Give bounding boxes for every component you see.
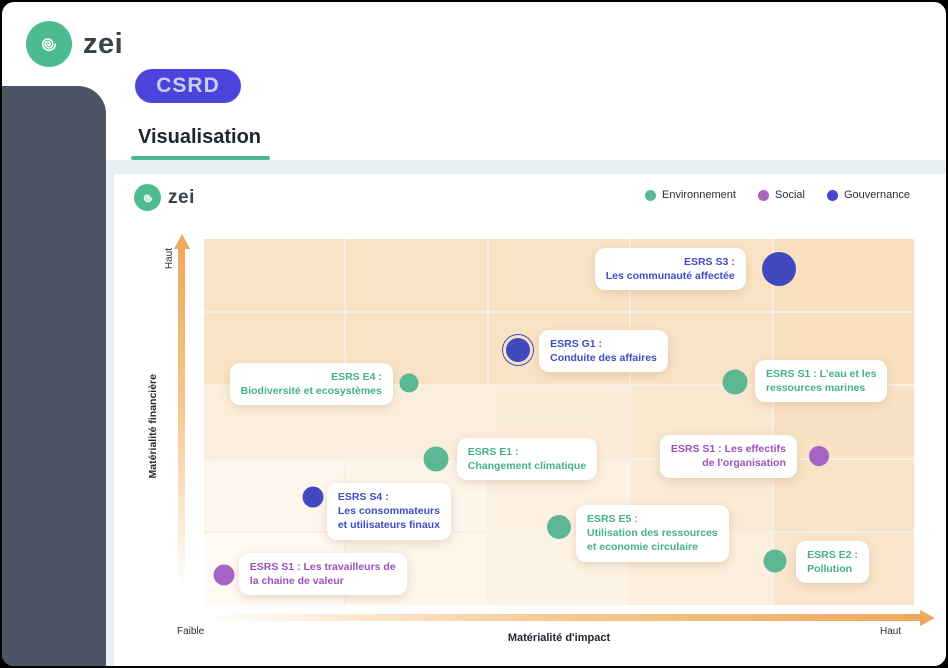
point-label-esrs-e5: ESRS E5 : Utilisation des ressources et … <box>576 505 729 562</box>
panel-left-gap <box>106 174 114 666</box>
point-label-esrs-s1-effectifs: ESRS S1 : Les effectifs de l'organisatio… <box>659 435 797 478</box>
y-axis-high-label: Haut <box>164 248 175 270</box>
grid-cell <box>773 239 914 311</box>
data-point-esrs-g1[interactable] <box>501 333 534 366</box>
csrd-badge-button[interactable]: CSRD <box>135 69 241 103</box>
data-point-esrs-s1-effectifs[interactable] <box>808 446 829 467</box>
point-label-esrs-s3: ESRS S3 : Les communauté affectée <box>594 248 746 291</box>
page-title[interactable]: Visualisation <box>138 126 262 148</box>
materiality-matrix-plot: ESRS S3 : Les communauté affectée ESRS G1… <box>204 239 914 605</box>
chart-panel: zei Environnement Social Gouvernance Haut … <box>114 174 946 666</box>
x-axis-arrow-head-icon <box>920 609 935 626</box>
legend-dot-icon <box>644 189 656 201</box>
point-label-esrs-s1-travailleurs: ESRS S1 : Les travailleurs de la chaine … <box>238 553 407 596</box>
point-label-esrs-e4: ESRS E4 : Biodiversité et ecosystèmes <box>229 363 393 406</box>
zei-logo-icon <box>134 184 161 211</box>
legend-item-gouvernance[interactable]: Gouvernance <box>826 189 910 201</box>
data-point-esrs-e2[interactable] <box>763 549 787 573</box>
data-point-esrs-s1-eau[interactable] <box>722 369 748 395</box>
legend-dot-icon <box>757 189 769 201</box>
y-axis-arrow <box>178 248 185 605</box>
point-label-esrs-s1-eau: ESRS S1 : L'eau et les ressources marine… <box>754 360 888 403</box>
x-axis-arrow <box>204 614 922 621</box>
grid-cell <box>346 239 487 311</box>
legend-label: Environnement <box>661 189 736 201</box>
data-point-esrs-e1[interactable] <box>423 446 449 472</box>
grid-cell <box>773 459 914 532</box>
x-axis-label: Matérialité d'impact <box>507 632 611 644</box>
data-point-esrs-s4[interactable] <box>302 486 324 508</box>
legend: Environnement Social Gouvernance <box>644 189 910 201</box>
data-point-esrs-e4[interactable] <box>399 373 419 393</box>
point-label-esrs-e1: ESRS E1 : Changement climatique <box>456 438 598 481</box>
y-axis-label: Matérialité financière <box>147 374 159 479</box>
data-point-esrs-s1-travailleurs[interactable] <box>213 564 235 586</box>
legend-item-social[interactable]: Social <box>757 189 805 201</box>
plot-grid <box>204 239 914 605</box>
sidebar <box>2 86 106 666</box>
panel-logo-text: zei <box>168 186 195 208</box>
data-point-esrs-e5[interactable] <box>547 515 571 540</box>
page-title-underline <box>131 156 270 160</box>
legend-item-environnement[interactable]: Environnement <box>644 189 736 201</box>
x-axis-low-label: Faible <box>177 626 205 637</box>
legend-label: Gouvernance <box>843 189 910 201</box>
panel-logo: zei <box>134 184 195 211</box>
panel-top-band <box>106 160 946 174</box>
y-axis-arrow-head-icon <box>173 234 190 249</box>
data-point-esrs-s3[interactable] <box>762 252 797 286</box>
legend-label: Social <box>774 189 805 201</box>
x-axis-high-label: Haut <box>880 626 902 637</box>
header-logo[interactable]: zei <box>26 21 123 67</box>
point-label-esrs-g1: ESRS G1 : Conduite des affaires <box>539 329 668 373</box>
point-label-esrs-e2: ESRS E2 : Pollution <box>796 540 869 584</box>
grid-cell <box>204 239 345 311</box>
data-point-dot[interactable] <box>505 337 530 362</box>
header-logo-text: zei <box>83 27 124 60</box>
zei-logo-icon <box>26 21 72 67</box>
legend-dot-icon <box>826 189 838 201</box>
point-label-esrs-s4: ESRS S4 : Les consommateurs et utilisate… <box>326 483 451 540</box>
points-layer: ESRS S3 : Les communauté affectée ESRS G1… <box>204 239 914 605</box>
